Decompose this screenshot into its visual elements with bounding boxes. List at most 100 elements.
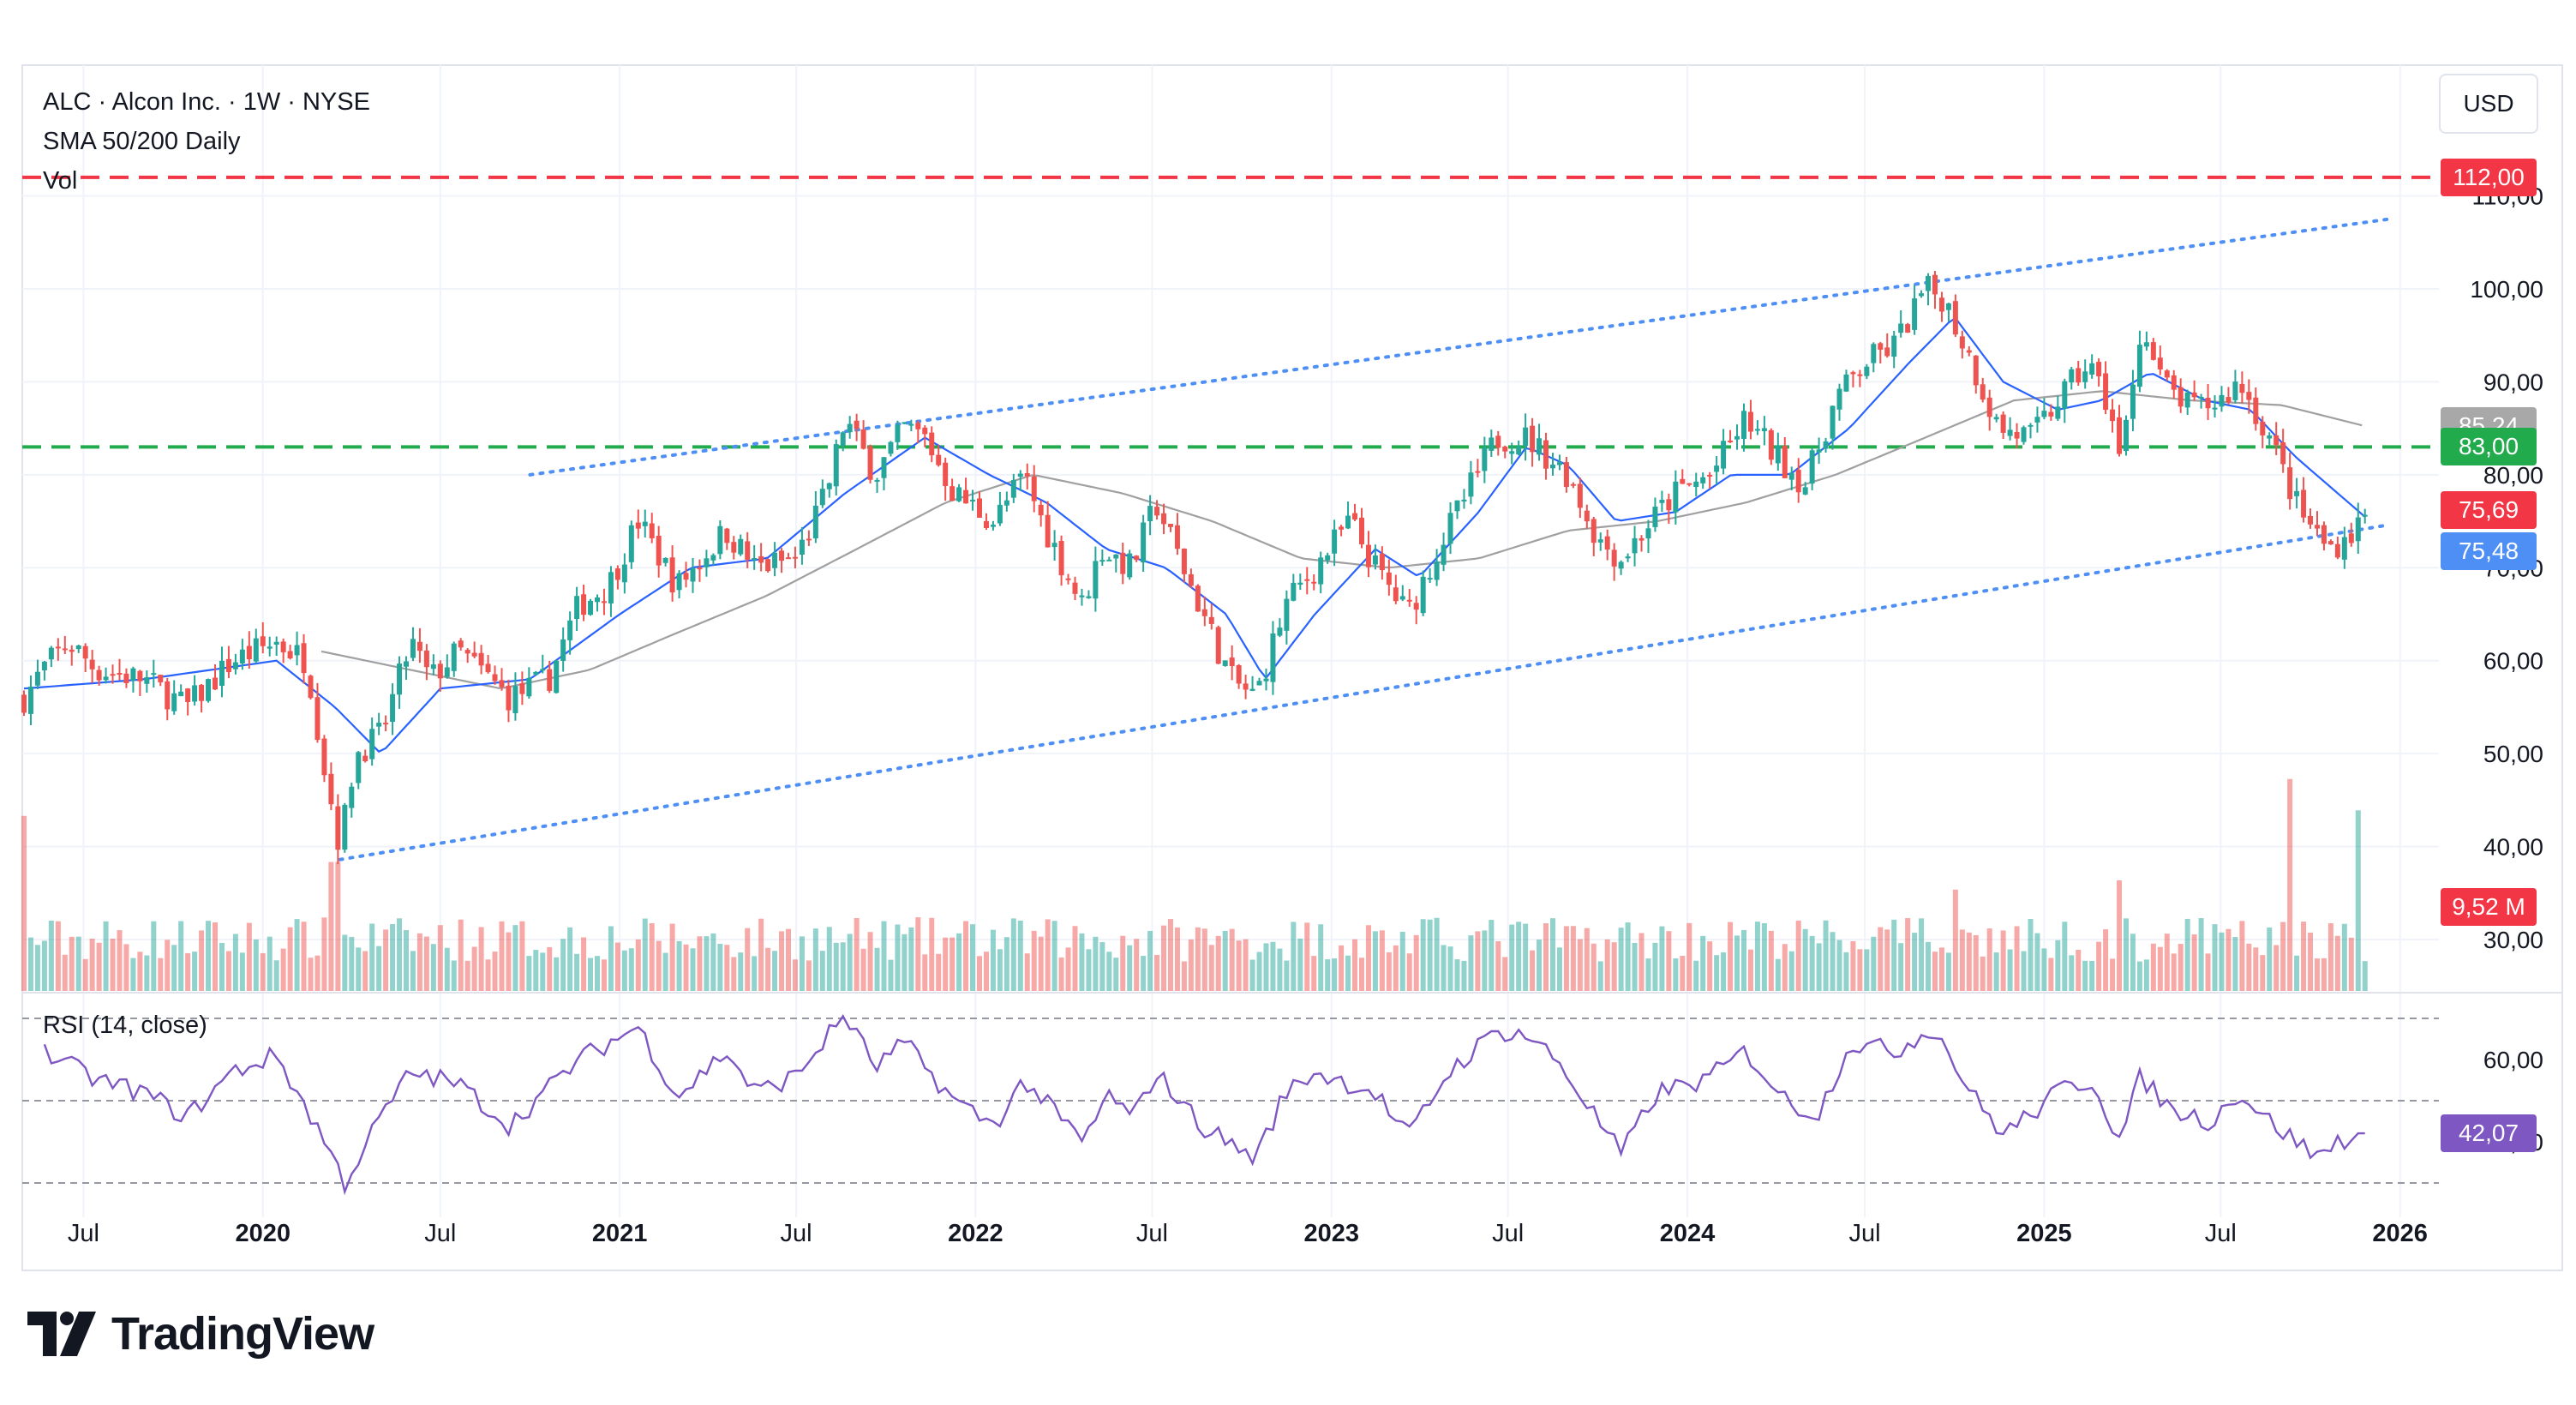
candle-body — [2110, 409, 2116, 422]
volume-bar — [731, 957, 737, 991]
volume-bar — [2076, 949, 2082, 991]
volume-bar — [1836, 940, 1842, 991]
volume-bar — [1120, 935, 1126, 991]
candle-body — [27, 686, 33, 714]
tradingview-logo-icon — [27, 1312, 96, 1356]
candle-body — [246, 645, 252, 660]
time-tick-label: Jul — [1136, 1220, 1168, 1247]
candle-body — [1823, 441, 1829, 449]
volume-bar — [2007, 949, 2013, 991]
candle-body — [2007, 429, 2013, 436]
candle-body — [464, 650, 470, 654]
candle-body — [232, 662, 238, 669]
volume-bar — [614, 942, 620, 991]
volume-bar — [2021, 951, 2027, 991]
volume-bar — [1932, 952, 1938, 991]
candle-body — [171, 693, 177, 712]
volume-bar — [2055, 940, 2061, 991]
candle-body — [833, 444, 839, 487]
symbol-title[interactable]: ALC · Alcon Inc. · 1W · NYSE — [43, 88, 370, 116]
volume-bar — [1372, 931, 1378, 991]
volume-bar — [1809, 935, 1815, 991]
time-tick-label: 2025 — [2016, 1220, 2072, 1247]
candle-body — [1659, 500, 1665, 503]
candle-body — [1072, 582, 1078, 594]
volume-bar — [492, 952, 498, 991]
candle-body — [1195, 585, 1201, 612]
time-grid — [82, 65, 2401, 1217]
volume-bar — [1878, 927, 1884, 991]
candle-body — [1372, 555, 1378, 565]
volume-indicator-label[interactable]: Vol — [43, 167, 78, 195]
volume-bar — [1147, 930, 1153, 991]
volume-bar — [1864, 949, 1870, 991]
volume-bar — [1919, 918, 1925, 991]
rsi-line — [43, 1014, 2365, 1196]
volume-bar — [2334, 935, 2340, 991]
candle-body — [1270, 633, 1276, 682]
candle-body — [1666, 499, 1672, 511]
volume-bar — [2096, 941, 2102, 991]
volume-bar — [75, 936, 81, 991]
currency-button[interactable]: USD — [2439, 74, 2538, 134]
volume-bar — [1399, 931, 1405, 991]
volume-bar — [1106, 952, 1112, 991]
volume-bar — [246, 922, 252, 991]
volume-bar — [178, 921, 184, 991]
candle-body — [1645, 528, 1651, 539]
candle-body — [519, 683, 525, 694]
candle-body — [1201, 609, 1207, 616]
candle-body — [758, 555, 764, 563]
volume-bar — [199, 930, 205, 991]
volume-bar — [1127, 945, 1133, 991]
volume-bar — [1332, 958, 1338, 991]
candle-body — [642, 521, 648, 526]
candle-body — [1516, 446, 1522, 455]
volume-bar — [1686, 922, 1692, 991]
volume-bar — [1707, 941, 1713, 991]
candle-body — [96, 669, 102, 681]
time-tick-label: 2022 — [948, 1220, 1003, 1247]
volume-bar — [416, 933, 422, 991]
volume-bar — [1174, 927, 1180, 991]
volume-bar — [1284, 960, 1290, 991]
volume-bar — [2136, 961, 2142, 991]
volume-bar — [1952, 889, 1958, 991]
volume-bar — [1884, 929, 1890, 991]
candle-body — [690, 568, 696, 582]
volume-bar — [239, 952, 245, 991]
candle-body — [1816, 449, 1822, 453]
volume-bar — [936, 953, 942, 991]
volume-bar — [1537, 940, 1543, 991]
candle-body — [1782, 446, 1788, 478]
rsi-indicator-label[interactable]: RSI (14, close) — [43, 1012, 207, 1039]
volume-bar — [2178, 944, 2184, 991]
time-tick-label: 2020 — [235, 1220, 291, 1247]
candle-body — [2055, 406, 2061, 419]
channel-trendline — [528, 217, 2391, 477]
volume-bar — [1489, 920, 1495, 991]
volume-bar — [171, 945, 177, 991]
candle-body — [1051, 543, 1057, 548]
candle-body — [1871, 344, 1877, 363]
volume-bar — [1181, 961, 1187, 991]
volume-bar — [806, 960, 812, 991]
candle-body — [574, 596, 580, 620]
volume-bar — [812, 928, 818, 991]
candle-body — [526, 677, 532, 697]
sma-indicator-label[interactable]: SMA 50/200 Daily — [43, 128, 241, 155]
candle-body — [997, 504, 1003, 524]
volume-bar — [444, 947, 450, 991]
trendlines — [338, 217, 2391, 862]
candle-body — [1093, 561, 1099, 599]
candle-body — [2239, 383, 2245, 393]
candle-body — [2287, 467, 2293, 500]
candle-body — [1850, 372, 1856, 375]
volume-bar — [560, 939, 566, 991]
tradingview-logo[interactable]: TradingView — [27, 1303, 374, 1365]
candle-body — [547, 669, 553, 691]
channel-trendline — [338, 523, 2391, 862]
candle-body — [2021, 427, 2027, 442]
candle-body — [1222, 660, 1228, 666]
candle-body — [785, 557, 791, 560]
